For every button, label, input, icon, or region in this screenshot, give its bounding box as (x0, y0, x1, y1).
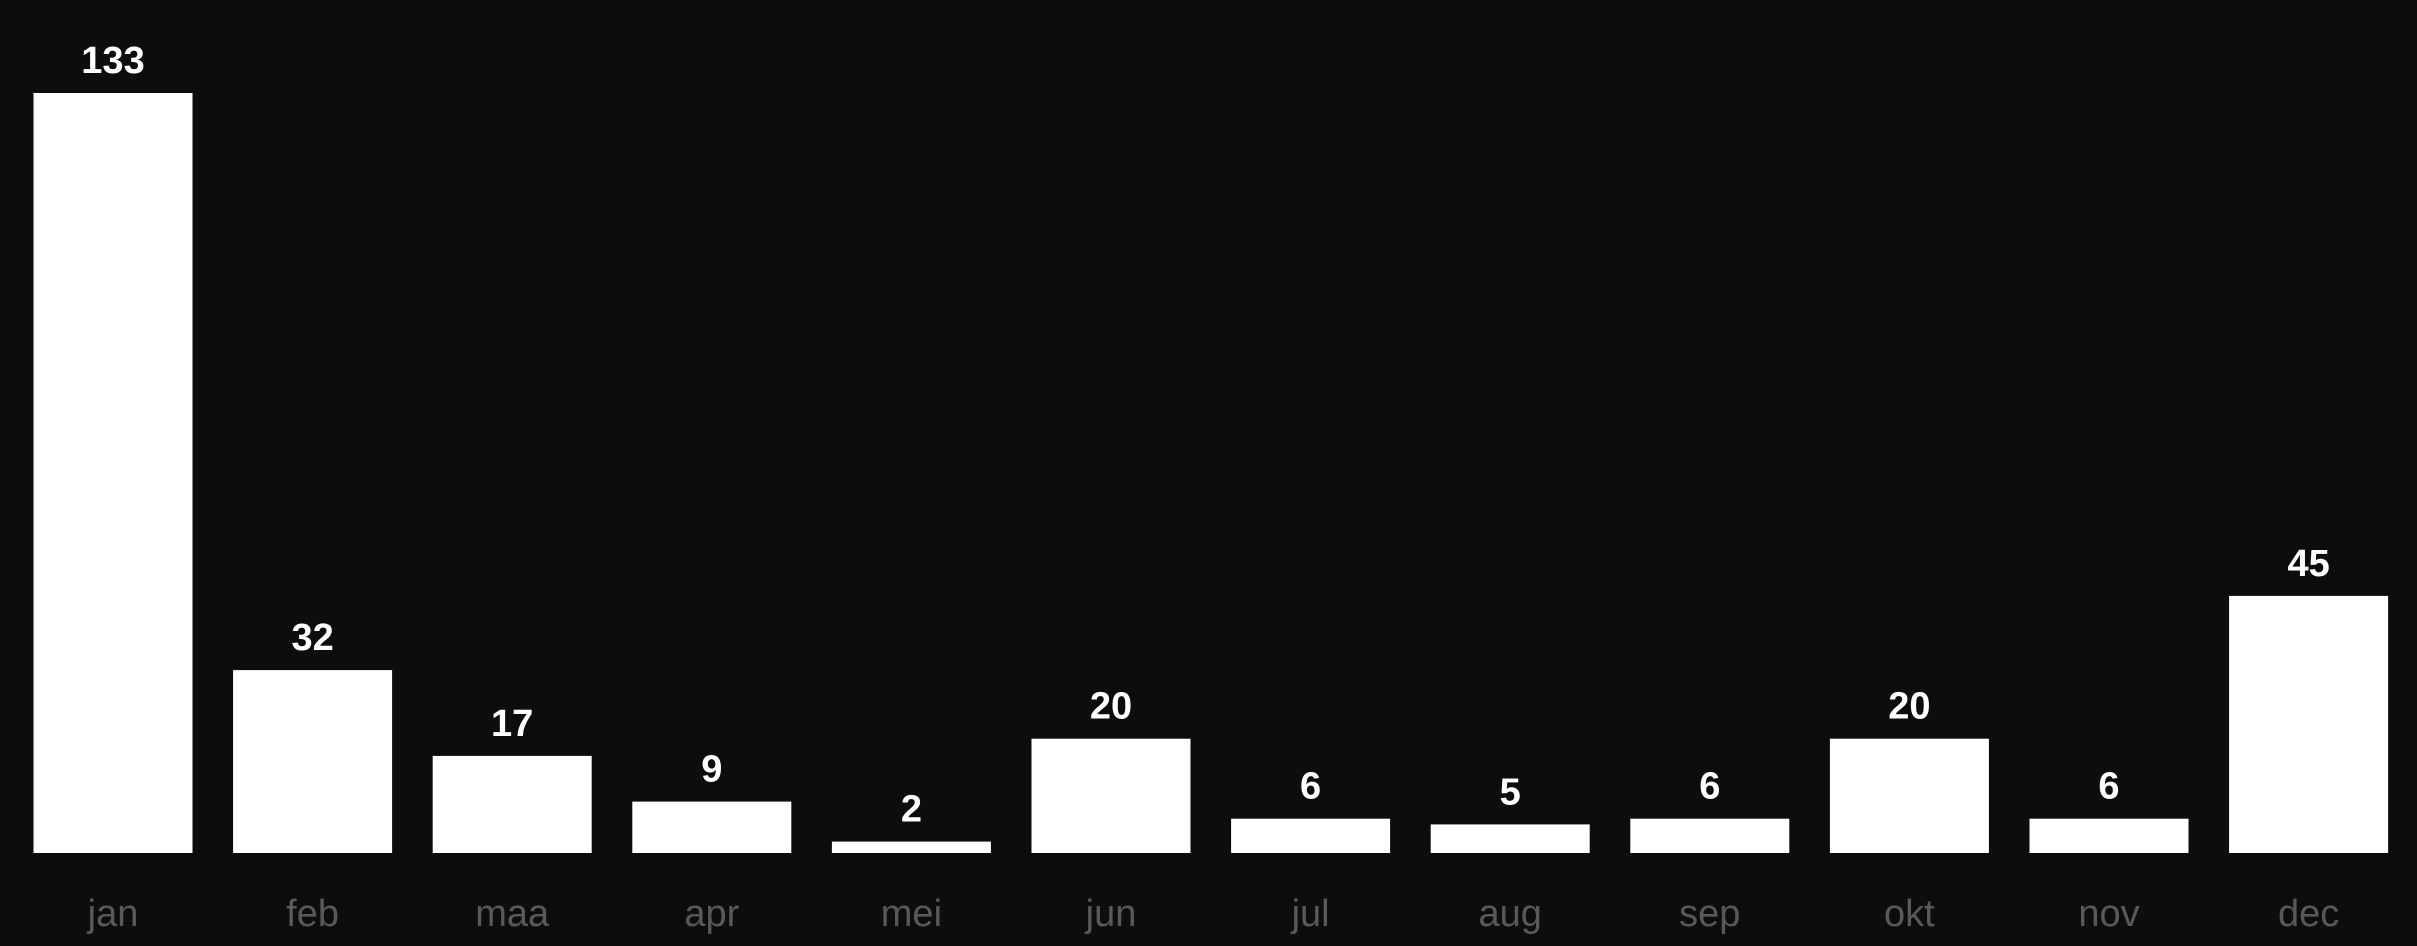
data-label-feb: 32 (291, 617, 333, 659)
x-tick-label-nov: nov (2078, 893, 2139, 935)
data-label-aug: 5 (1500, 771, 1521, 813)
x-tick-label-apr: apr (684, 893, 739, 935)
data-label-dec: 45 (2287, 543, 2329, 585)
x-axis-tick-labels: jan feb maa apr mei jun jul aug sep okt nov dec (87, 893, 2340, 935)
data-label-jul: 6 (1300, 766, 1321, 808)
x-tick-label-jan: jan (87, 893, 139, 935)
data-label-maa: 17 (491, 703, 533, 745)
bar-jul (1231, 818, 1391, 853)
bar-jan (33, 93, 193, 853)
x-tick-label-jun: jun (1085, 893, 1137, 935)
data-label-nov: 6 (2098, 766, 2119, 808)
x-tick-label-dec: dec (2278, 893, 2339, 935)
bars-layer (33, 93, 2389, 853)
bar-mei (831, 841, 991, 853)
bar-dec (2229, 595, 2389, 853)
x-tick-label-feb: feb (286, 893, 339, 935)
bar-jun (1031, 738, 1191, 853)
x-tick-label-maa: maa (475, 893, 550, 935)
x-tick-label-jul: jul (1291, 893, 1330, 935)
bar-nov (2029, 818, 2189, 853)
bar-feb (233, 670, 393, 853)
x-tick-label-okt: okt (1884, 893, 1935, 935)
x-tick-label-aug: aug (1478, 893, 1541, 935)
bar-apr (632, 801, 792, 853)
bar-maa (432, 755, 592, 853)
bar-okt (1829, 738, 1989, 853)
bar-aug (1430, 824, 1590, 853)
data-labels-layer: 133 32 17 9 2 20 6 5 6 20 6 45 (81, 40, 2329, 831)
x-tick-label-mei: mei (881, 893, 942, 935)
x-tick-label-sep: sep (1679, 893, 1740, 935)
data-label-mei: 2 (901, 789, 922, 831)
bar-sep (1630, 818, 1790, 853)
data-label-apr: 9 (701, 749, 722, 791)
data-label-jan: 133 (81, 40, 144, 82)
data-label-okt: 20 (1888, 686, 1930, 728)
data-label-jun: 20 (1090, 686, 1132, 728)
data-label-sep: 6 (1699, 766, 1720, 808)
